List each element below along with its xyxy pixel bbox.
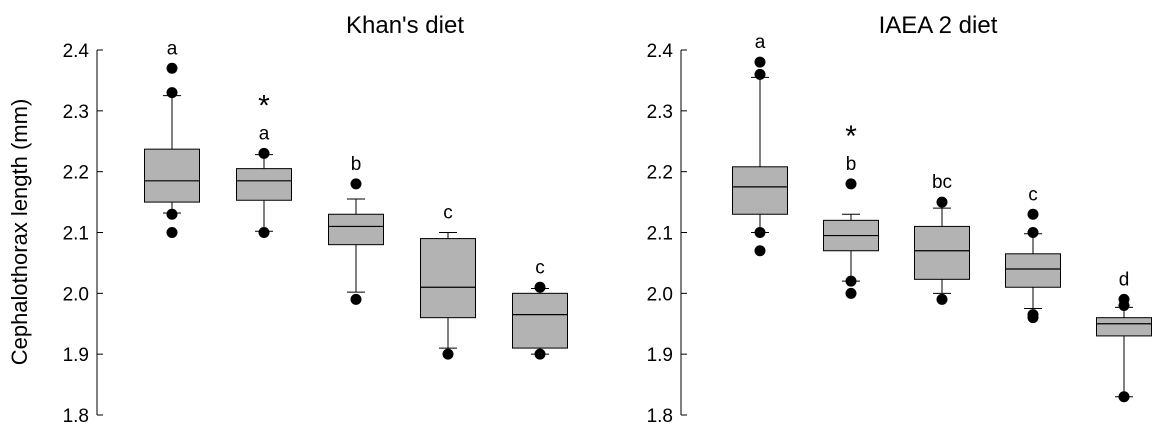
- outlier-point: [754, 56, 766, 68]
- y-tick-label: 1.9: [647, 345, 673, 366]
- group-letter: c: [1028, 184, 1038, 205]
- y-tick-label: 2.1: [63, 224, 89, 245]
- outlier-point: [754, 245, 766, 257]
- outlier-point: [754, 68, 766, 80]
- group-letter: a: [167, 38, 178, 59]
- outlier-point: [1118, 293, 1130, 305]
- box-group-3: bc: [914, 172, 970, 305]
- y-tick-label: 2.4: [647, 41, 674, 62]
- group-letter: bc: [932, 172, 952, 193]
- y-tick-label: 2.0: [647, 284, 673, 305]
- y-tick-label: 2.2: [647, 163, 673, 184]
- box: [512, 292, 568, 349]
- outlier-point: [1118, 391, 1130, 403]
- outlier-point: [166, 208, 178, 220]
- y-tick-label: 2.4: [63, 41, 90, 62]
- box-group-2: a*: [236, 89, 292, 238]
- group-letter: c: [535, 257, 545, 278]
- box: [328, 213, 384, 246]
- y-tick-label: 2.3: [63, 102, 89, 123]
- outlier-point: [350, 293, 362, 305]
- y-tick-label: 2.2: [63, 163, 89, 184]
- box-group-4: c: [1005, 184, 1061, 324]
- box: [420, 238, 476, 319]
- outlier-point: [166, 62, 178, 74]
- box-group-1: a: [732, 32, 788, 257]
- box-group-5: d: [1096, 269, 1152, 403]
- outlier-point: [845, 178, 857, 190]
- group-letter: a: [755, 32, 766, 53]
- panel-title: Khan's diet: [346, 12, 464, 39]
- box-group-3: b: [328, 154, 384, 305]
- y-axis-label: Cephalothorax length (mm): [7, 99, 32, 366]
- outlier-point: [936, 196, 948, 208]
- outlier-point: [845, 287, 857, 299]
- significance-star: *: [845, 120, 857, 153]
- outlier-point: [1027, 208, 1039, 220]
- box-group-1: a: [144, 38, 200, 238]
- group-letter: d: [1119, 269, 1130, 290]
- box-group-5: c: [512, 257, 568, 360]
- outlier-point: [1027, 309, 1039, 321]
- box: [144, 148, 200, 203]
- outlier-point: [1027, 227, 1039, 238]
- outlier-point: [166, 227, 178, 238]
- group-letter: b: [846, 154, 857, 175]
- significance-star: *: [258, 89, 270, 122]
- box: [236, 168, 292, 201]
- box: [1005, 253, 1061, 288]
- outlier-point: [166, 87, 178, 99]
- box-group-4: c: [420, 203, 476, 360]
- outlier-point: [350, 178, 362, 190]
- box: [914, 225, 970, 280]
- box: [1096, 317, 1152, 337]
- outlier-point: [845, 275, 857, 287]
- group-letter: a: [259, 123, 270, 144]
- y-tick-label: 2.0: [63, 284, 89, 305]
- panel-title: IAEA 2 diet: [879, 12, 998, 39]
- box: [732, 166, 788, 215]
- outlier-point: [936, 293, 948, 305]
- outlier-point: [258, 147, 270, 159]
- group-letter: c: [443, 203, 453, 224]
- group-letter: b: [351, 154, 362, 175]
- panel-iaea-2-diet: IAEA 2 diet 1.8 1.9 2.0 2.1 2.2 2.3 2.4 a b* bc c d: [647, 12, 1152, 427]
- outlier-point: [534, 281, 546, 293]
- y-tick-label: 1.8: [647, 406, 673, 427]
- box-group-2: b*: [823, 120, 879, 299]
- outlier-point: [534, 348, 546, 360]
- y-tick-label: 1.8: [63, 406, 89, 427]
- outlier-point: [754, 227, 766, 238]
- y-tick-label: 2.1: [647, 224, 673, 245]
- y-tick-label: 2.3: [647, 102, 673, 123]
- outlier-point: [442, 348, 454, 360]
- y-tick-label: 1.9: [63, 345, 89, 366]
- outlier-point: [258, 227, 270, 238]
